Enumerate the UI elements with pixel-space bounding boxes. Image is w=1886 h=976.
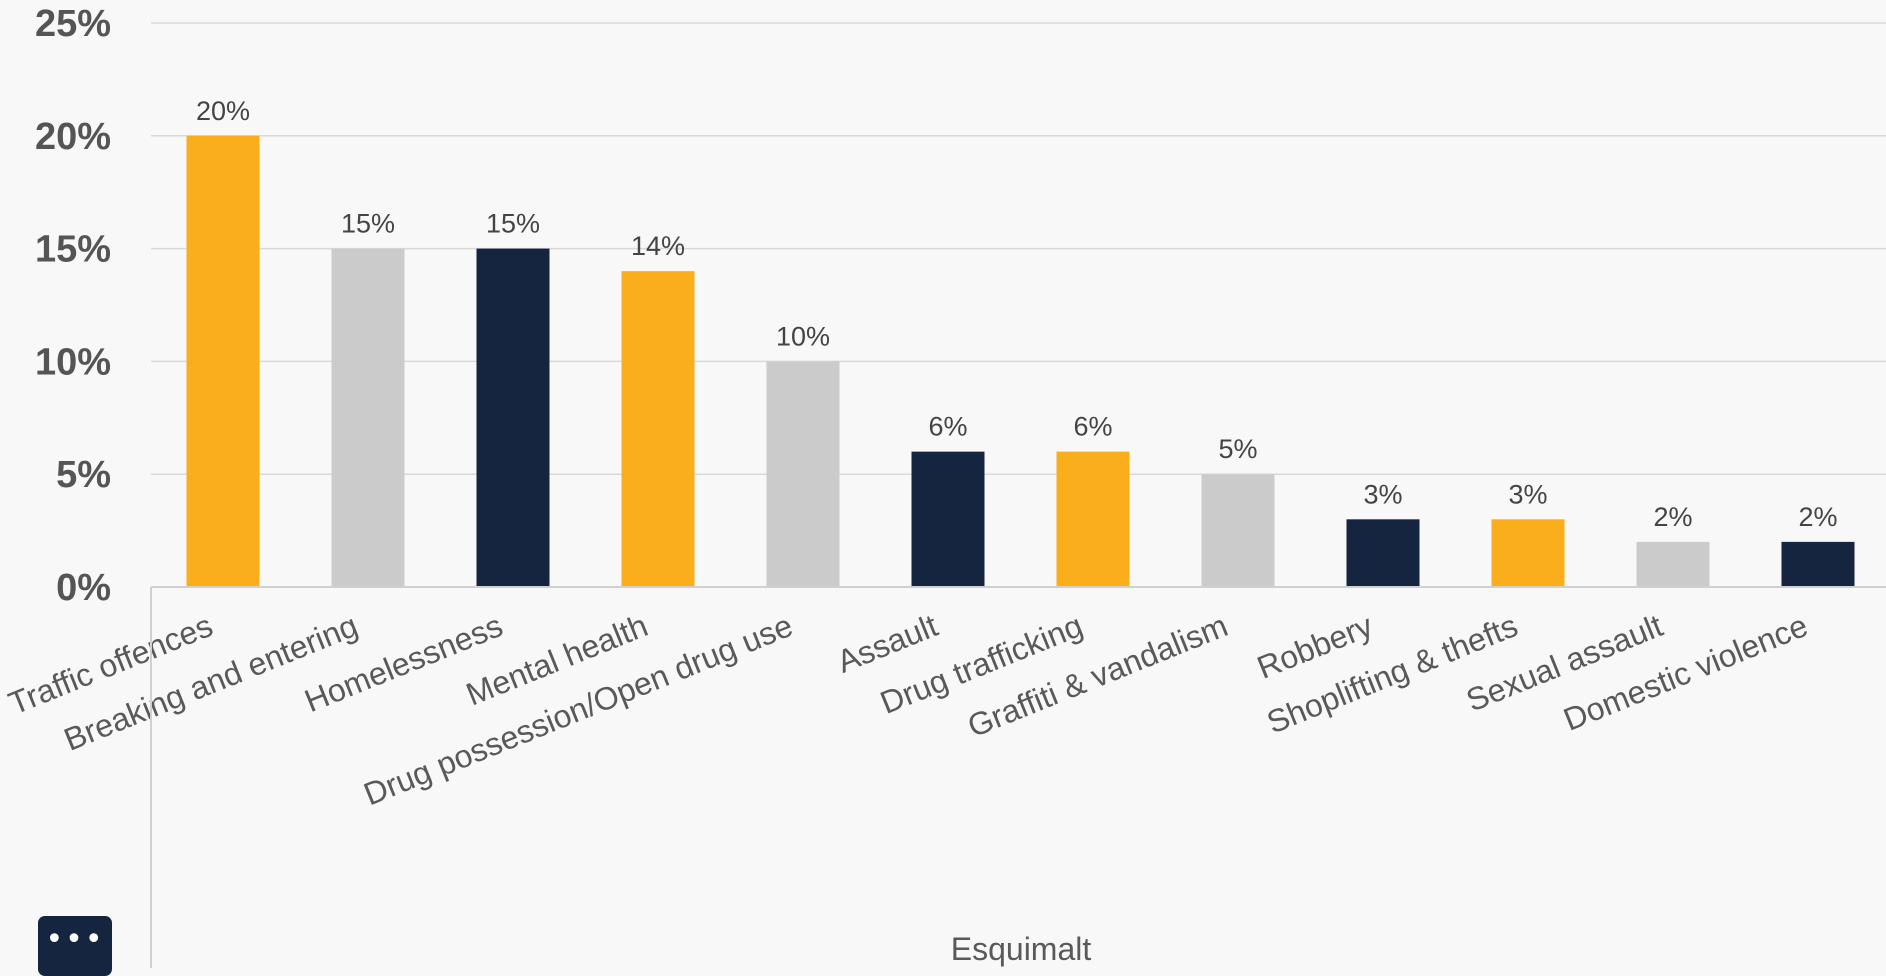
bar xyxy=(476,248,550,587)
y-tick-label: 15% xyxy=(35,229,111,271)
y-tick-label: 10% xyxy=(35,341,111,383)
bars xyxy=(186,135,1855,588)
data-label: 15% xyxy=(486,209,540,239)
x-tick-label: Graffiti & vandalism xyxy=(962,607,1232,744)
y-tick-label: 25% xyxy=(35,3,111,45)
data-label: 2% xyxy=(1653,502,1692,532)
bar xyxy=(331,248,405,587)
data-label: 3% xyxy=(1508,479,1547,509)
x-tick-label: Shoplifting & thefts xyxy=(1262,607,1523,740)
bar xyxy=(1491,519,1565,587)
x-axis-label: Esquimalt xyxy=(951,931,1092,967)
more-options-button[interactable]: ••• xyxy=(38,916,112,976)
y-tick-label: 5% xyxy=(56,454,111,496)
bar xyxy=(1781,541,1855,587)
bar xyxy=(621,271,695,587)
bar xyxy=(1636,541,1710,587)
data-label: 15% xyxy=(341,209,395,239)
bar xyxy=(186,135,260,588)
gridlines xyxy=(151,22,1886,475)
data-label: 10% xyxy=(776,321,830,351)
bar xyxy=(911,451,985,587)
data-label: 6% xyxy=(928,412,967,442)
bar xyxy=(1201,474,1275,587)
data-label: 5% xyxy=(1218,434,1257,464)
data-label: 6% xyxy=(1073,412,1112,442)
x-tick-label: Domestic violence xyxy=(1558,607,1812,738)
data-label: 14% xyxy=(631,231,685,261)
y-tick-label: 20% xyxy=(35,116,111,158)
y-axis-tick-labels: 0% 5% 10% 15% 20% 25% xyxy=(35,3,111,609)
data-label: 20% xyxy=(196,96,250,126)
data-label: 3% xyxy=(1363,479,1402,509)
bar xyxy=(1346,519,1420,587)
y-tick-label: 0% xyxy=(56,567,111,609)
data-labels: 20% 15% 15% 14% 10% 6% 6% 5% 3% 3% 2% 2% xyxy=(196,96,1838,532)
data-label: 2% xyxy=(1798,502,1837,532)
bar xyxy=(766,361,840,587)
bar xyxy=(1056,451,1130,587)
more-horizontal-icon: ••• xyxy=(45,922,105,957)
